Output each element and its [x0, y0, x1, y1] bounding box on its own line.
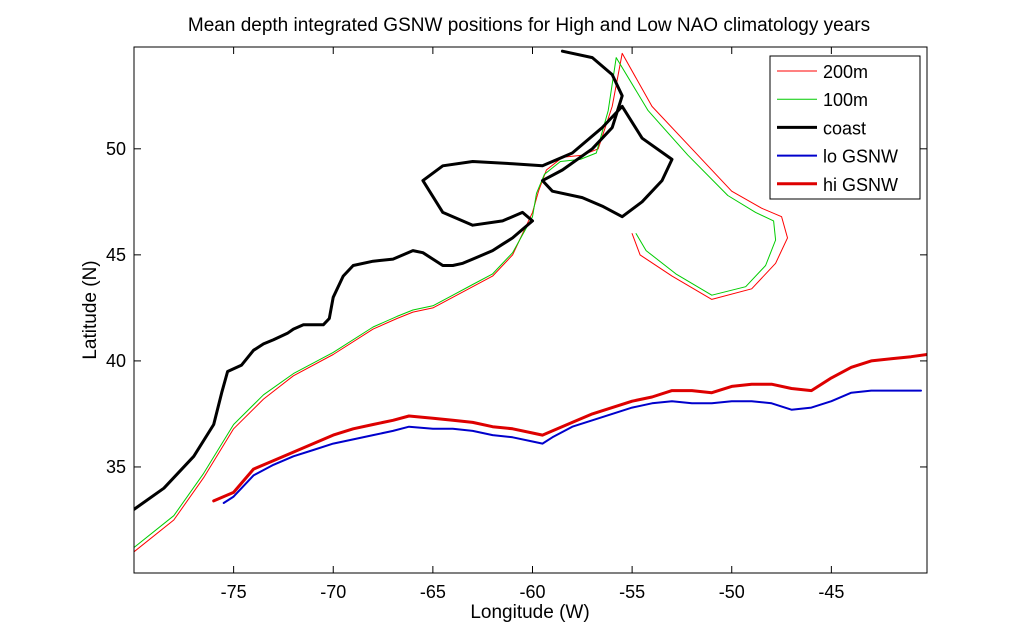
x-tick-label: -50 [719, 582, 745, 602]
x-tick-label: -75 [221, 582, 247, 602]
legend-label: hi GSNW [823, 175, 898, 195]
y-tick-label: 45 [106, 245, 126, 265]
x-tick-label: -60 [519, 582, 545, 602]
series-line-100m [134, 57, 777, 548]
x-tick-label: -70 [320, 582, 346, 602]
y-tick-label: 35 [106, 457, 126, 477]
y-axis: 35 40 45 50 [106, 139, 927, 477]
series-line-coast [134, 49, 674, 511]
x-tick-label: -45 [818, 582, 844, 602]
series-line-lo-gsnw [222, 389, 922, 504]
x-axis: -75 -70 -65 -60 -55 -50 -45 [221, 47, 844, 602]
series-line-hi-gsnw [212, 353, 927, 503]
legend-label: coast [823, 118, 866, 138]
chart-title: Mean depth integrated GSNW positions for… [188, 15, 870, 36]
series-line-200m [134, 52, 788, 553]
y-tick-label: 50 [106, 139, 126, 159]
legend: 200m 100m coast lo GSNW hi GSNW [769, 55, 921, 200]
plot-frame [133, 46, 928, 574]
y-tick-label: 40 [106, 351, 126, 371]
legend-label: 100m [823, 90, 868, 110]
y-axis-label: Latitude (N) [80, 260, 101, 359]
legend-label: 200m [823, 62, 868, 82]
legend-label: lo GSNW [823, 147, 898, 167]
x-tick-label: -65 [420, 582, 446, 602]
x-axis-label: Longitude (W) [470, 602, 589, 623]
series-layer [134, 49, 927, 553]
x-tick-label: -55 [619, 582, 645, 602]
